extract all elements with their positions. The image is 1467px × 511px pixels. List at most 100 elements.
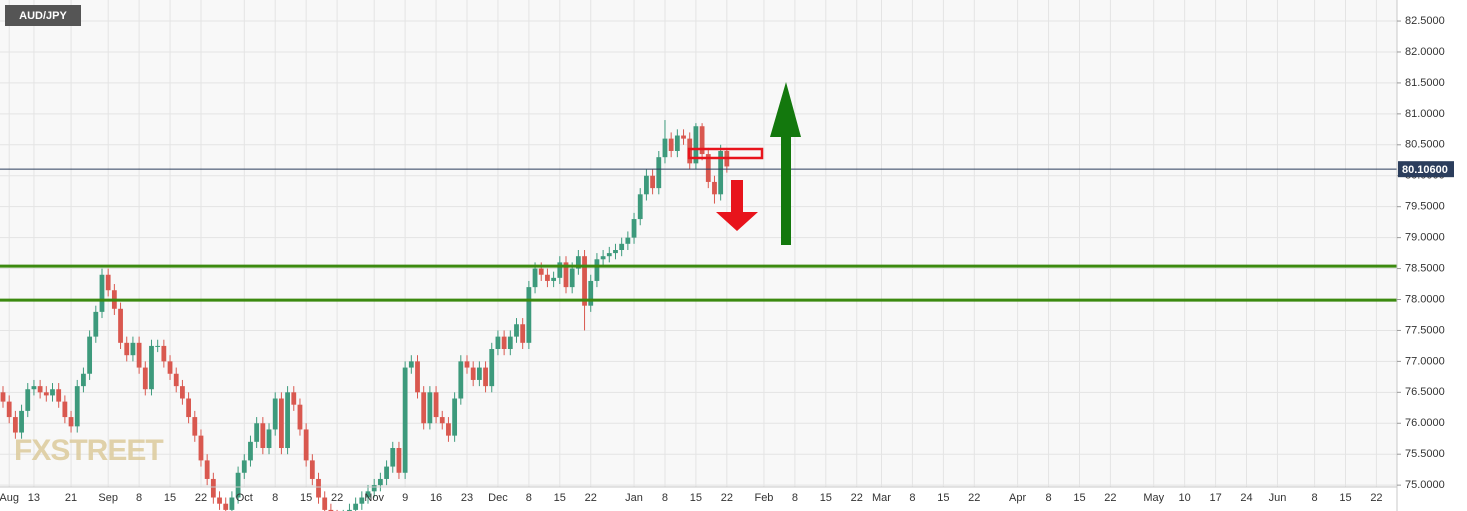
candle-body: [600, 256, 606, 260]
candle-body: [297, 404, 303, 430]
candle-body: [557, 262, 563, 278]
candle-body: [279, 398, 284, 449]
last-price-box: [1398, 161, 1454, 178]
down-arrow: [716, 180, 758, 231]
x-tick-label: Jun: [1269, 492, 1287, 504]
candle-body: [483, 367, 488, 387]
candle-body: [235, 472, 241, 498]
y-tick-label: 82.5000: [1405, 15, 1445, 27]
candle-body: [309, 460, 315, 479]
candle-body: [223, 503, 229, 510]
candle-body: [495, 336, 501, 350]
x-tick-label: Nov: [364, 492, 384, 504]
y-tick-label: 75.5000: [1405, 448, 1445, 460]
candle-body: [588, 280, 594, 306]
candle-body: [421, 392, 427, 424]
x-tick-label: 22: [851, 492, 863, 504]
candle-body: [631, 219, 637, 238]
candle-body: [526, 287, 532, 343]
y-tick-label: 81.5000: [1405, 77, 1445, 89]
candle-body: [625, 237, 631, 244]
chart-title: AUD/JPY: [19, 10, 67, 22]
x-tick-label: 8: [526, 492, 532, 504]
candle-body: [149, 345, 154, 390]
x-tick-label: 15: [300, 492, 312, 504]
candle-body: [408, 361, 414, 368]
x-tick-label: Dec: [488, 492, 508, 504]
x-tick-label: 15: [1339, 492, 1351, 504]
candle-body: [118, 308, 123, 343]
candle-body: [377, 478, 383, 486]
candle-body: [718, 150, 724, 195]
candle-body: [254, 423, 260, 442]
y-tick-label: 78.5000: [1405, 262, 1445, 274]
y-tick-label: 81.0000: [1405, 108, 1445, 120]
candle-body: [0, 392, 6, 402]
candle-body: [476, 367, 482, 380]
x-tick-label: Jan: [625, 492, 643, 504]
candle-body: [198, 435, 204, 461]
candle-body: [433, 392, 439, 418]
candle-body: [173, 373, 179, 387]
x-tick-label: 24: [1240, 492, 1252, 504]
highlight-box: [687, 147, 764, 160]
y-tick-label: 76.0000: [1405, 417, 1445, 429]
y-tick-label: 82.0000: [1405, 46, 1445, 58]
candle-body: [142, 367, 148, 390]
candle-body: [272, 398, 278, 430]
candle-body: [606, 253, 612, 257]
candle-body: [365, 491, 371, 498]
x-tick-label: Apr: [1009, 492, 1026, 504]
candle-body: [31, 386, 37, 390]
candle-body: [50, 389, 55, 396]
annotations: [687, 82, 801, 245]
candle-body: [248, 441, 253, 461]
title-box: [5, 5, 81, 26]
candle-body: [415, 361, 420, 393]
candle-body: [532, 268, 538, 288]
candle-body: [241, 460, 247, 473]
x-tick-label: 13: [28, 492, 40, 504]
candle-body: [291, 392, 297, 405]
candle-body: [303, 429, 309, 461]
x-tick-label: 9: [402, 492, 408, 504]
candle-body: [124, 342, 130, 356]
candle-body: [712, 181, 717, 195]
x-tick-label: 22: [585, 492, 597, 504]
y-tick-label: 79.5000: [1405, 201, 1445, 213]
candle-body: [81, 373, 86, 387]
candle-body: [6, 401, 12, 418]
x-tick-label: 8: [909, 492, 915, 504]
candle-body: [489, 349, 495, 387]
candle-body: [439, 417, 445, 424]
candle-body: [37, 386, 43, 393]
y-tick-label: 79.0000: [1405, 232, 1445, 244]
candle-body: [359, 497, 365, 504]
x-tick-label: 8: [136, 492, 142, 504]
candle-body: [569, 268, 575, 288]
x-tick-label: 22: [968, 492, 980, 504]
candle-body: [514, 324, 519, 337]
candle-body: [681, 135, 686, 139]
candle-body: [260, 423, 266, 449]
candle-body: [575, 256, 581, 269]
candle-body: [167, 361, 173, 374]
x-tick-label: 15: [1073, 492, 1085, 504]
y-tick-label: 77.0000: [1405, 355, 1445, 367]
candle-body: [105, 274, 111, 291]
x-tick-label: 16: [430, 492, 442, 504]
candle-body: [204, 460, 210, 479]
marks: [0, 120, 1397, 511]
candle-body: [458, 361, 464, 399]
candle-body: [402, 367, 408, 473]
candle-body: [74, 386, 80, 427]
x-tick-label: 22: [1104, 492, 1116, 504]
last-price-label: 80.10600: [1402, 164, 1448, 176]
candle-body: [328, 509, 334, 511]
candle-body: [93, 311, 99, 337]
candle-body: [446, 423, 451, 436]
candle-body: [396, 448, 402, 473]
candle-body: [594, 259, 600, 281]
x-tick-label: 8: [1312, 492, 1318, 504]
